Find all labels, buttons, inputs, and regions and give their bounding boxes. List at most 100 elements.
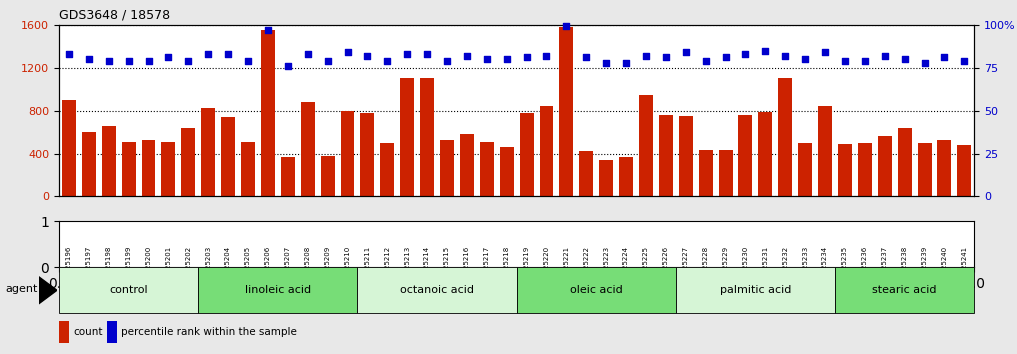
Text: GSM525212: GSM525212 bbox=[384, 246, 391, 288]
Text: GSM525213: GSM525213 bbox=[404, 246, 410, 289]
Point bbox=[737, 51, 754, 57]
Bar bbox=[878, 136, 892, 196]
Text: GSM525228: GSM525228 bbox=[703, 246, 709, 288]
Text: agent: agent bbox=[5, 284, 38, 293]
Point bbox=[419, 51, 435, 57]
Point bbox=[101, 58, 117, 64]
Text: GSM525199: GSM525199 bbox=[126, 246, 131, 289]
Bar bbox=[759, 112, 772, 196]
Text: GSM525221: GSM525221 bbox=[563, 246, 570, 288]
Point bbox=[797, 56, 814, 62]
Text: GSM525222: GSM525222 bbox=[584, 246, 589, 288]
Bar bbox=[122, 142, 135, 196]
Bar bbox=[499, 147, 514, 196]
Point bbox=[140, 58, 157, 64]
Bar bbox=[659, 115, 673, 196]
Bar bbox=[357, 267, 517, 313]
Bar bbox=[440, 139, 454, 196]
Bar bbox=[517, 267, 676, 313]
Text: GSM525224: GSM525224 bbox=[623, 246, 630, 288]
Point bbox=[200, 51, 217, 57]
Text: GSM525202: GSM525202 bbox=[185, 246, 191, 288]
Bar bbox=[678, 116, 693, 196]
Text: GSM525240: GSM525240 bbox=[942, 246, 948, 288]
Point bbox=[856, 58, 873, 64]
Bar bbox=[699, 150, 713, 196]
Bar bbox=[719, 150, 732, 196]
Text: GSM525232: GSM525232 bbox=[782, 246, 788, 288]
Text: GSM525197: GSM525197 bbox=[85, 246, 92, 289]
Point bbox=[120, 58, 136, 64]
Bar bbox=[281, 157, 295, 196]
Text: GSM525225: GSM525225 bbox=[643, 246, 649, 288]
Bar bbox=[938, 139, 952, 196]
Bar bbox=[59, 321, 69, 343]
Point bbox=[538, 53, 554, 58]
Bar bbox=[107, 321, 117, 343]
Point bbox=[837, 58, 853, 64]
Point bbox=[916, 60, 933, 65]
Text: GSM525223: GSM525223 bbox=[603, 246, 609, 288]
Bar bbox=[957, 145, 971, 196]
Point bbox=[658, 55, 674, 60]
Bar bbox=[59, 267, 198, 313]
Text: GSM525198: GSM525198 bbox=[106, 246, 112, 289]
Text: percentile rank within the sample: percentile rank within the sample bbox=[121, 327, 296, 337]
Point bbox=[677, 50, 694, 55]
Point bbox=[638, 53, 654, 58]
Point bbox=[300, 51, 316, 57]
Text: GSM525204: GSM525204 bbox=[225, 246, 231, 288]
Bar bbox=[818, 106, 832, 196]
Point bbox=[558, 24, 575, 29]
Bar bbox=[241, 142, 255, 196]
Text: GSM525227: GSM525227 bbox=[682, 246, 689, 288]
Bar bbox=[738, 115, 753, 196]
Text: linoleic acid: linoleic acid bbox=[245, 285, 311, 295]
Text: GSM525220: GSM525220 bbox=[543, 246, 549, 288]
Bar bbox=[540, 106, 553, 196]
Text: GSM525231: GSM525231 bbox=[763, 246, 769, 289]
Text: GSM525214: GSM525214 bbox=[424, 246, 430, 288]
Text: GSM525203: GSM525203 bbox=[205, 246, 212, 289]
Text: GSM525205: GSM525205 bbox=[245, 246, 251, 288]
Bar bbox=[401, 79, 414, 196]
Text: stearic acid: stearic acid bbox=[873, 285, 937, 295]
Point bbox=[479, 56, 495, 62]
Point bbox=[717, 55, 733, 60]
Text: GSM525201: GSM525201 bbox=[166, 246, 172, 289]
Bar bbox=[798, 143, 813, 196]
Bar bbox=[835, 267, 974, 313]
Bar bbox=[778, 79, 792, 196]
Bar bbox=[599, 160, 613, 196]
Text: GSM525196: GSM525196 bbox=[66, 246, 72, 289]
Bar bbox=[341, 110, 355, 196]
Point bbox=[220, 51, 236, 57]
Bar bbox=[181, 128, 195, 196]
Text: GSM525216: GSM525216 bbox=[464, 246, 470, 289]
Bar bbox=[520, 113, 534, 196]
Text: GSM525218: GSM525218 bbox=[503, 246, 510, 289]
Point bbox=[379, 58, 396, 64]
Text: oleic acid: oleic acid bbox=[570, 285, 622, 295]
Bar bbox=[261, 30, 275, 196]
Bar bbox=[141, 139, 156, 196]
Bar bbox=[676, 267, 835, 313]
Text: GSM525229: GSM525229 bbox=[722, 246, 728, 288]
Bar bbox=[858, 143, 872, 196]
Text: count: count bbox=[73, 327, 103, 337]
Bar bbox=[320, 156, 335, 196]
Point bbox=[180, 58, 196, 64]
Bar bbox=[559, 27, 574, 196]
Bar bbox=[420, 79, 434, 196]
Bar bbox=[198, 267, 357, 313]
Text: GSM525217: GSM525217 bbox=[484, 246, 490, 289]
Bar bbox=[380, 143, 395, 196]
Text: control: control bbox=[109, 285, 147, 295]
Point bbox=[340, 50, 356, 55]
Bar bbox=[580, 152, 593, 196]
Point bbox=[758, 48, 774, 53]
Point bbox=[399, 51, 415, 57]
Bar bbox=[898, 128, 911, 196]
Text: GSM525226: GSM525226 bbox=[663, 246, 669, 288]
Bar bbox=[480, 142, 494, 196]
